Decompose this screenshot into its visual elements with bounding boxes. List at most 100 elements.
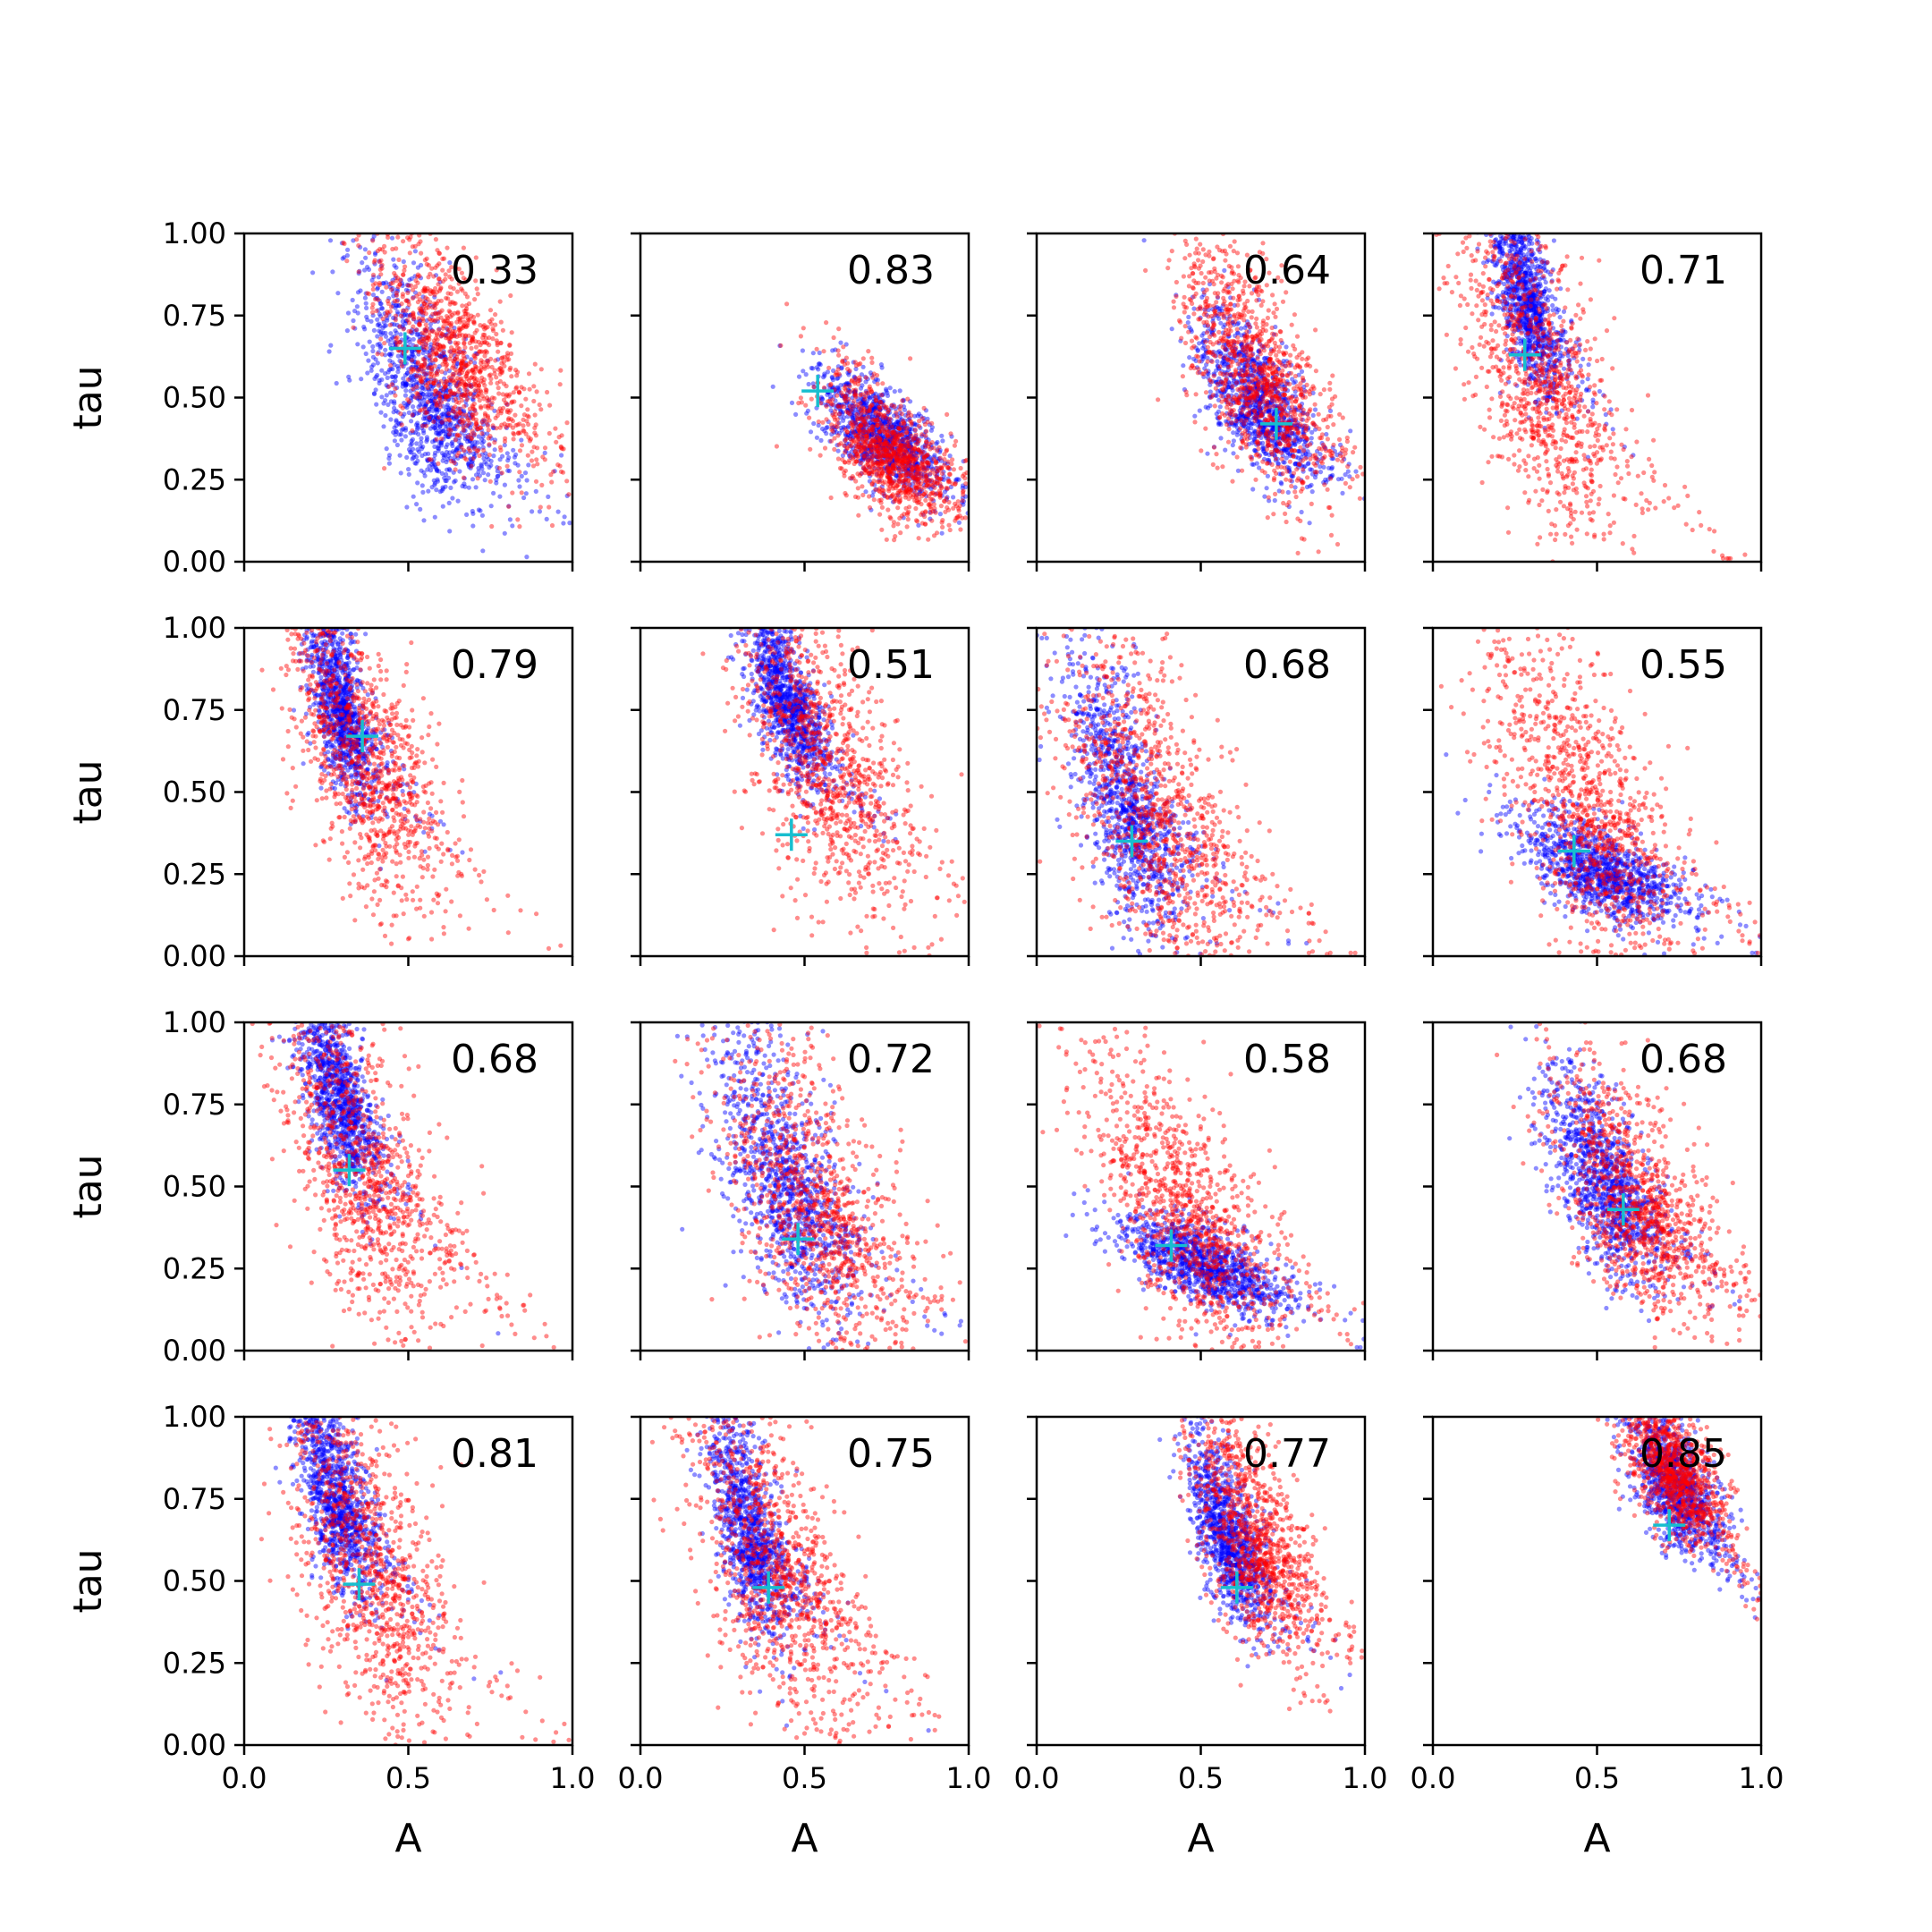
blue-point [411, 429, 416, 436]
red-point [441, 344, 446, 350]
red-point [451, 350, 456, 355]
blue-point [870, 422, 876, 428]
blue-point [864, 405, 870, 411]
blue-point [524, 478, 530, 483]
blue-point [430, 360, 436, 366]
blue-point [900, 441, 905, 446]
blue-point [491, 425, 496, 431]
blue-point [445, 394, 450, 399]
blue-point [913, 438, 919, 444]
blue-point [819, 396, 825, 402]
blue-point [400, 384, 405, 389]
blue-point [420, 489, 426, 496]
blue-point [852, 407, 858, 412]
blue-point [393, 342, 398, 347]
red-point [470, 339, 476, 344]
blue-point [838, 383, 843, 388]
blue-point [852, 449, 859, 454]
blue-point [852, 389, 858, 394]
blue-point [376, 350, 381, 355]
blue-point [471, 453, 478, 459]
blue-point [860, 433, 866, 438]
red-point [425, 288, 430, 293]
blue-point [906, 457, 911, 463]
red-point [489, 400, 495, 405]
red-point [525, 413, 530, 419]
blue-point [878, 436, 885, 442]
red-point [481, 364, 487, 369]
blue-point [846, 381, 852, 386]
red-point [858, 422, 863, 428]
blue-point [450, 432, 455, 437]
red-point [427, 329, 432, 335]
blue-point [883, 465, 888, 470]
blue-point [481, 431, 487, 436]
blue-point [831, 425, 836, 430]
red-point [858, 393, 863, 398]
blue-point [356, 271, 361, 276]
red-point [496, 349, 501, 354]
blue-point [879, 400, 885, 405]
blue-point [888, 405, 894, 411]
blue-point [351, 318, 356, 324]
blue-point [889, 463, 894, 469]
blue-point [410, 359, 415, 364]
blue-point [870, 437, 876, 443]
blue-point [888, 445, 894, 451]
blue-point [455, 419, 461, 424]
blue-point [903, 475, 909, 481]
blue-point [486, 456, 491, 462]
blue-point [416, 404, 421, 410]
blue-point [901, 453, 906, 460]
blue-point [880, 445, 886, 451]
blue-point [423, 372, 429, 377]
red-point [459, 398, 464, 403]
blue-point [420, 339, 426, 344]
blue-point [453, 423, 458, 428]
blue-point [439, 428, 445, 434]
blue-point [944, 496, 949, 503]
blue-point [445, 381, 451, 386]
red-point [809, 396, 814, 402]
red-point [369, 305, 375, 310]
red-point [448, 322, 453, 327]
blue-point [900, 453, 905, 459]
blue-point [445, 326, 450, 331]
blue-point [477, 473, 483, 479]
blue-point [465, 392, 470, 397]
red-point [538, 504, 543, 510]
red-point [472, 356, 478, 361]
blue-point [920, 512, 926, 517]
blue-point [470, 397, 476, 402]
red-point [818, 453, 823, 458]
blue-point [419, 309, 425, 315]
red-point [863, 375, 869, 380]
blue-point [433, 413, 438, 419]
blue-point [452, 417, 457, 422]
blue-point [818, 394, 824, 400]
blue-point [430, 384, 436, 389]
blue-point [438, 439, 444, 445]
blue-point [437, 402, 443, 407]
blue-point [425, 409, 430, 414]
red-point [485, 413, 490, 419]
blue-point [375, 372, 380, 378]
red-point [370, 309, 376, 315]
red-point [477, 398, 482, 403]
blue-point [915, 436, 920, 442]
blue-point [397, 325, 402, 330]
red-point [506, 357, 512, 362]
blue-point [939, 530, 945, 536]
blue-point [844, 380, 850, 386]
blue-point [433, 273, 439, 278]
red-point [398, 277, 403, 283]
blue-point [848, 408, 853, 413]
red-point [482, 332, 487, 337]
red-point [465, 323, 470, 328]
blue-point [866, 408, 871, 413]
red-point [456, 327, 462, 333]
blue-point [853, 403, 860, 409]
blue-point [835, 448, 841, 453]
blue-point [840, 411, 845, 417]
blue-point [425, 436, 430, 442]
